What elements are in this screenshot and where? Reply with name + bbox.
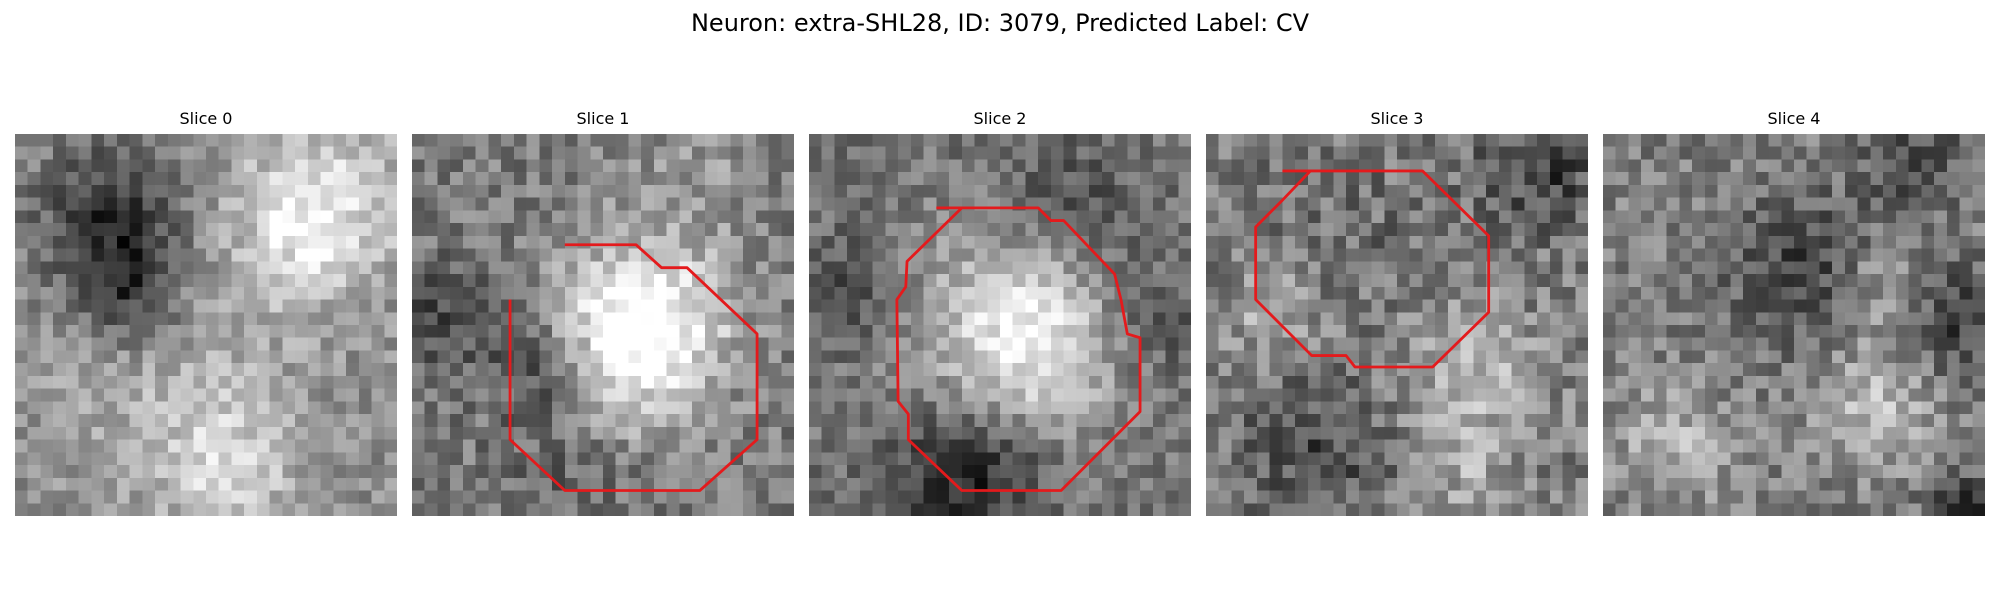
slice-title: Slice 4 [1767, 109, 1821, 128]
slice-panel-4: Slice 4 [1603, 108, 1985, 520]
slice-title: Slice 3 [1370, 109, 1424, 128]
slice-image [15, 134, 397, 516]
slice-title: Slice 0 [179, 109, 233, 128]
slice-panel-2: Slice 2 [809, 108, 1191, 520]
roi-contour [895, 206, 1142, 492]
figure-title: Neuron: extra-SHL28, ID: 3079, Predicted… [690, 9, 1310, 37]
slice-image [809, 134, 1191, 516]
slice-panel-0: Slice 0 [15, 108, 397, 520]
slice-title: Slice 2 [973, 109, 1027, 128]
slice-image [1603, 134, 1985, 516]
slice-panel-3: Slice 3 [1206, 108, 1588, 520]
slice-title: Slice 1 [576, 109, 630, 128]
roi-contour [508, 243, 759, 492]
slice-image [1206, 134, 1588, 516]
roi-contour [1254, 169, 1491, 369]
slice-panel-1: Slice 1 [412, 108, 794, 520]
slice-image [412, 134, 794, 516]
